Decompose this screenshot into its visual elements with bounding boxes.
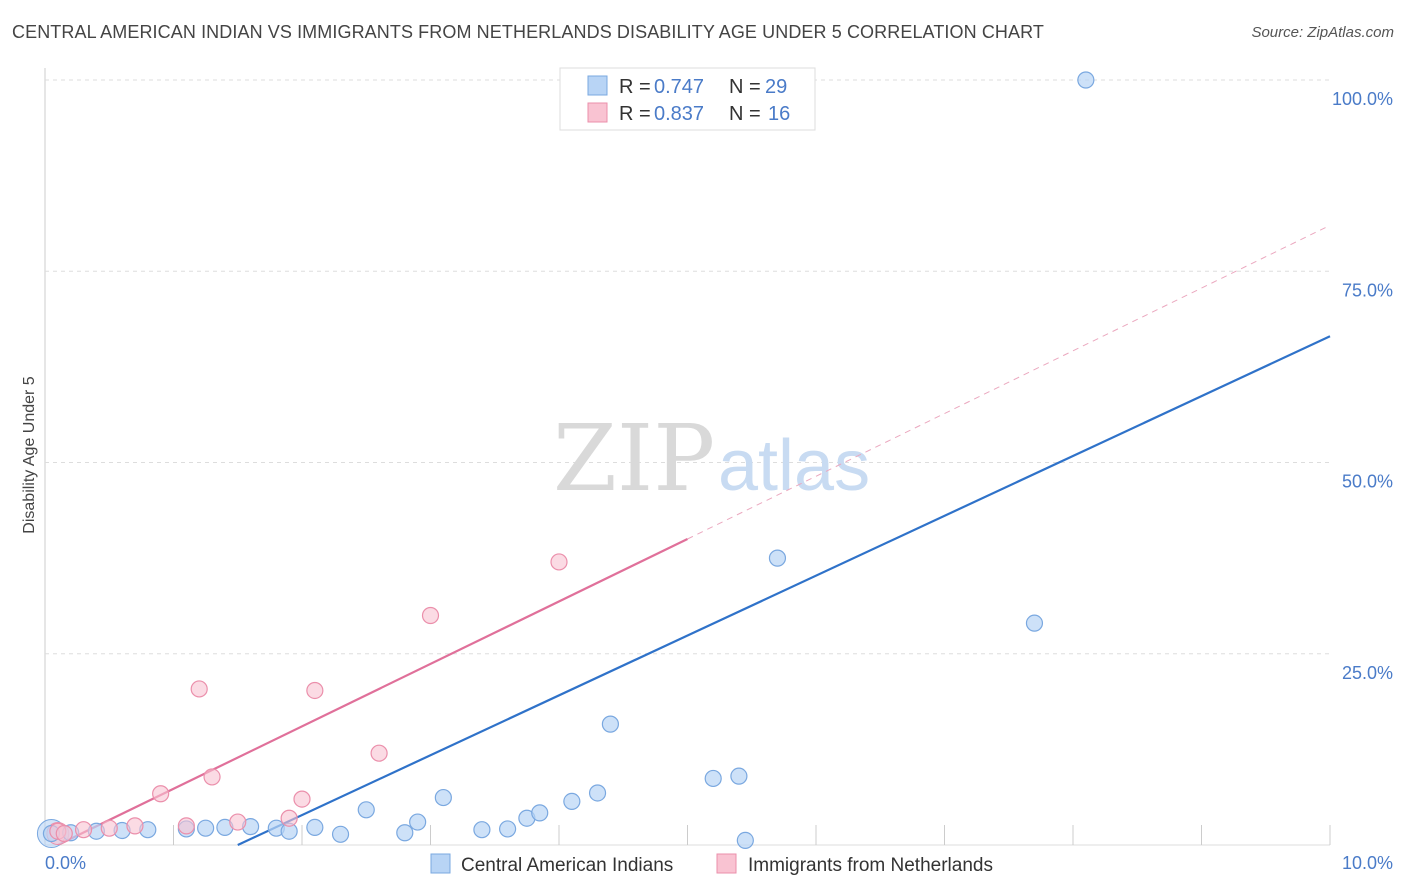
- point-blue-22: [588, 784, 607, 802]
- point-pink-6: [190, 680, 208, 698]
- y-tick-label-2: 75.0%: [1342, 280, 1393, 300]
- legend-swatch-pink: [587, 102, 608, 123]
- watermark-zip: ZIP: [553, 405, 715, 512]
- point-pink-12: [370, 744, 388, 762]
- point-pink-10: [293, 790, 311, 808]
- trend-lines: [57, 224, 1331, 846]
- y-axis-label: Disability Age Under 5: [21, 376, 38, 534]
- point-pink-4: [152, 785, 170, 803]
- point-blue-16: [434, 788, 452, 807]
- point-blue-14: [396, 824, 414, 842]
- point-pink-13: [421, 606, 440, 625]
- series-legend: Central American Indians Immigrants from…: [430, 853, 993, 876]
- point-pink-8: [229, 813, 247, 831]
- axis-ticks: 25.0% 50.0% 75.0% 100.0% 0.0% 10.0%: [45, 89, 1393, 873]
- series-legend-label-1: Central American Indians: [461, 855, 673, 876]
- legend-n-label-2: N =: [729, 103, 761, 125]
- point-pink-1: [74, 821, 93, 839]
- point-blue-29: [1077, 71, 1095, 89]
- legend-n-value-2: 16: [768, 103, 790, 125]
- point-blue-25: [730, 767, 748, 785]
- point-blue-27: [768, 549, 787, 567]
- point-blue-12: [331, 825, 350, 843]
- point-blue-24: [704, 769, 722, 788]
- point-blue-26: [736, 831, 754, 850]
- watermark: ZIP atlas: [553, 405, 870, 512]
- point-blue-18: [499, 820, 517, 838]
- source-label: Source: ZipAtlas.com: [1251, 24, 1394, 41]
- trend-line-blue: [237, 335, 1331, 846]
- point-pink-3: [126, 817, 144, 835]
- chart-title: CENTRAL AMERICAN INDIAN VS IMMIGRANTS FR…: [12, 22, 1044, 42]
- legend-r-value-2: 0.837: [654, 103, 704, 125]
- point-blue-13: [357, 801, 375, 819]
- point-blue-17: [473, 821, 491, 839]
- point-pink-11: [306, 681, 324, 700]
- legend-r-label-2: R =: [619, 103, 651, 125]
- point-pink-9: [280, 809, 298, 827]
- series-legend-swatch-pink: [716, 853, 737, 874]
- series-legend-swatch-blue: [430, 853, 451, 874]
- legend-swatch-blue: [587, 75, 608, 96]
- data-points: [36, 71, 1095, 850]
- point-blue-11: [306, 818, 324, 837]
- trend-line-pink-dashed: [687, 224, 1331, 540]
- point-pink-14: [550, 553, 568, 571]
- point-blue-28: [1025, 614, 1044, 632]
- point-blue-20: [531, 804, 549, 822]
- point-blue-6: [197, 819, 215, 837]
- legend-r-label-1: R =: [619, 76, 651, 98]
- legend-n-label-1: N =: [729, 76, 761, 98]
- series-legend-label-2: Immigrants from Netherlands: [748, 855, 993, 876]
- y-tick-label-3: 100.0%: [1332, 89, 1393, 109]
- stats-legend: R = 0.747 N = 29 R = 0.837 N = 16: [559, 67, 816, 131]
- legend-r-value-1: 0.747: [654, 76, 704, 98]
- point-pink-7: [203, 768, 221, 786]
- point-blue-23: [601, 715, 620, 733]
- point-blue-21: [563, 792, 581, 810]
- y-tick-label-0: 25.0%: [1342, 663, 1393, 683]
- point-pink-5: [177, 817, 195, 835]
- x-tick-label-1: 10.0%: [1342, 853, 1393, 873]
- y-tick-label-1: 50.0%: [1342, 472, 1393, 492]
- point-blue-15: [409, 813, 427, 831]
- watermark-atlas: atlas: [718, 426, 870, 506]
- point-pink-2: [100, 819, 118, 837]
- x-tick-label-0: 0.0%: [45, 853, 86, 873]
- legend-n-value-1: 29: [765, 76, 787, 98]
- point-pink-15: [55, 824, 73, 843]
